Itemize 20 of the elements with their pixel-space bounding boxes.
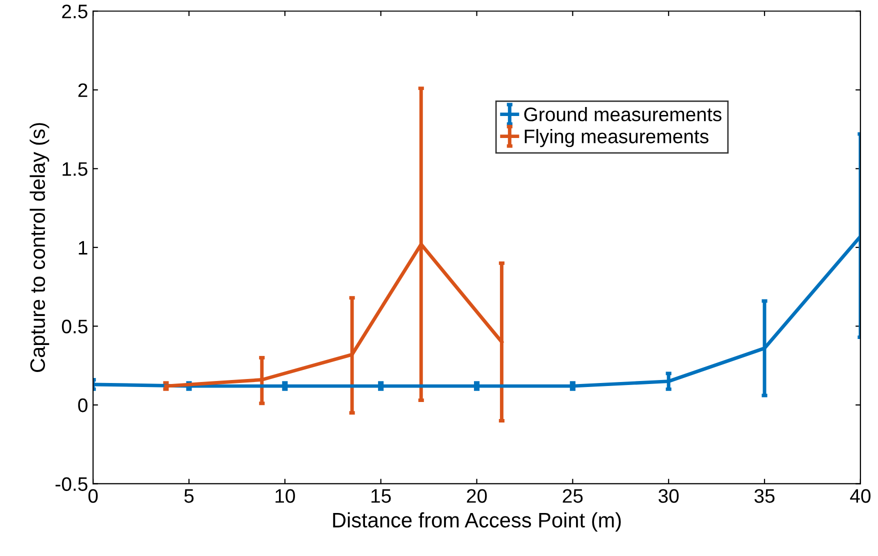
x-tick-label: 15 xyxy=(372,489,391,503)
x-tick-label: 20 xyxy=(466,489,487,503)
x-tick-label: 35 xyxy=(754,489,775,503)
y-tick-label: 1 xyxy=(78,241,88,254)
legend-label: Ground measurements xyxy=(524,107,722,122)
y-tick-label: 2 xyxy=(78,83,88,97)
y-tick-label: 0.5 xyxy=(62,320,88,334)
y-tick-label: 0 xyxy=(78,398,88,412)
y-tick-label: 2.5 xyxy=(62,4,88,18)
x-tick-label: 0 xyxy=(88,489,98,503)
x-tick-label: 40 xyxy=(850,489,870,503)
x-tick-label: 10 xyxy=(276,489,295,503)
y-axis-title: Capture to control delay (s) xyxy=(30,123,50,372)
y-tick-label: 1.5 xyxy=(62,162,88,176)
legend-label: Flying measurements xyxy=(524,129,708,148)
x-tick-label: 5 xyxy=(184,489,194,503)
x-tick-label: 25 xyxy=(562,489,583,503)
y-tick-label: -0.5 xyxy=(56,477,88,491)
x-tick-label: 30 xyxy=(658,489,679,503)
x-axis-title: Distance from Access Point (m) xyxy=(333,512,621,532)
